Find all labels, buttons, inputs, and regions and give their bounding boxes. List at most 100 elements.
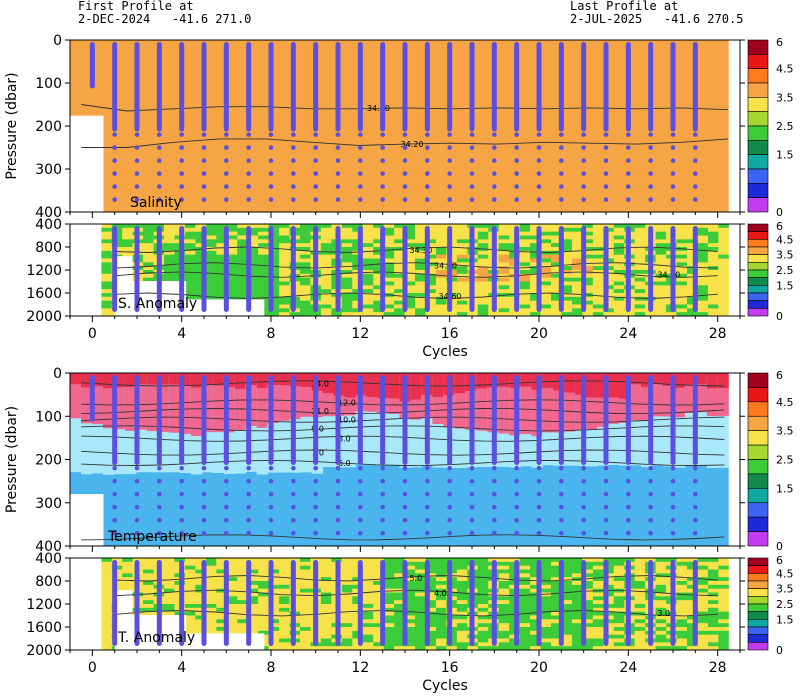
anomaly-cell bbox=[498, 592, 510, 597]
anomaly-cell bbox=[184, 581, 196, 586]
profile-dot bbox=[201, 145, 207, 150]
anomaly-cell bbox=[603, 558, 615, 563]
anomaly-cell bbox=[655, 231, 667, 236]
anomaly-cell bbox=[435, 646, 447, 650]
anomaly-cell bbox=[226, 273, 238, 279]
anomaly-cell bbox=[101, 266, 113, 271]
temp-cell bbox=[498, 373, 510, 387]
anomaly-cell bbox=[373, 281, 385, 286]
profile-dot bbox=[291, 145, 296, 150]
anomaly-cell bbox=[195, 270, 207, 275]
anomaly-cell bbox=[404, 270, 416, 275]
anomaly-cell bbox=[519, 231, 531, 236]
anomaly-cell bbox=[435, 270, 447, 275]
anomaly-cell bbox=[498, 588, 510, 593]
profile-dot bbox=[179, 184, 184, 189]
temp-cell bbox=[245, 373, 258, 426]
anomaly-cell bbox=[613, 581, 625, 586]
anomaly-cell bbox=[603, 581, 615, 586]
anomaly-cell bbox=[718, 277, 730, 282]
profile-marker bbox=[581, 560, 587, 646]
anomaly-cell bbox=[205, 277, 217, 282]
anomaly-cell bbox=[352, 250, 364, 256]
anomaly-cell bbox=[686, 273, 698, 279]
anomaly-cell bbox=[613, 262, 625, 267]
anomaly-cell bbox=[456, 638, 468, 643]
anomaly-cell bbox=[184, 611, 196, 616]
anomaly-cell bbox=[415, 262, 427, 267]
anomaly-cell bbox=[613, 300, 625, 305]
temp-cell bbox=[608, 373, 620, 424]
anomaly-cell bbox=[394, 304, 406, 309]
anomaly-cell bbox=[184, 558, 196, 563]
anomaly-cell bbox=[216, 296, 228, 302]
anomaly-cell bbox=[707, 231, 719, 236]
anomaly-cell bbox=[582, 569, 594, 574]
anomaly-cell bbox=[394, 600, 406, 605]
anomaly-cell bbox=[383, 300, 395, 305]
profile-marker bbox=[692, 375, 698, 465]
anomaly-cell bbox=[383, 581, 395, 586]
profile-dot bbox=[291, 197, 296, 202]
profile-dot bbox=[291, 171, 296, 176]
anomaly-cell bbox=[299, 646, 311, 650]
anomaly-cell bbox=[707, 619, 719, 624]
anomaly-cell bbox=[697, 611, 709, 616]
anomaly-cell bbox=[164, 227, 175, 233]
anomaly-cell bbox=[373, 561, 385, 567]
anomaly-cell bbox=[676, 304, 688, 309]
anomaly-cell bbox=[655, 615, 667, 620]
anomaly-cell bbox=[111, 231, 123, 236]
anomaly-cell bbox=[592, 604, 604, 609]
anomaly-cell bbox=[164, 588, 175, 593]
anomaly-cell bbox=[394, 277, 406, 282]
anomaly-cell bbox=[341, 304, 353, 309]
anomaly-cell bbox=[143, 270, 155, 275]
temp-cell bbox=[113, 373, 126, 388]
profile-marker bbox=[335, 375, 341, 465]
anomaly-cell bbox=[237, 296, 249, 302]
anomaly-cell bbox=[373, 273, 385, 279]
anomaly-cell bbox=[205, 577, 217, 582]
y-axis-label: Pressure (dbar) bbox=[4, 72, 20, 179]
anomaly-cell bbox=[707, 312, 719, 316]
profile-dot bbox=[559, 197, 564, 202]
anomaly-cell bbox=[686, 561, 698, 567]
anomaly-cell bbox=[435, 634, 447, 639]
anomaly-cell bbox=[561, 312, 573, 316]
anomaly-cell bbox=[456, 623, 468, 628]
anomaly-cell bbox=[237, 293, 249, 298]
anomaly-cell bbox=[195, 607, 207, 613]
anomaly-cell bbox=[101, 600, 113, 605]
anomaly-cell bbox=[341, 281, 353, 286]
anomaly-cell bbox=[686, 596, 698, 601]
anomaly-cell bbox=[237, 224, 249, 229]
anomaly-cell bbox=[571, 243, 583, 248]
anomaly-cell bbox=[331, 224, 343, 229]
anomaly-cell bbox=[592, 273, 604, 279]
anomaly-cell bbox=[571, 250, 583, 256]
profile-dot bbox=[358, 158, 363, 163]
anomaly-cell bbox=[551, 615, 562, 620]
anomaly-cell bbox=[477, 565, 489, 570]
anomaly-cell bbox=[530, 262, 542, 267]
anomaly-cell bbox=[425, 227, 437, 233]
profile-dot bbox=[358, 530, 363, 536]
anomaly-cell bbox=[299, 623, 311, 628]
anomaly-cell bbox=[320, 312, 332, 316]
anomaly-cell bbox=[613, 630, 625, 636]
anomaly-cell bbox=[404, 642, 416, 647]
anomaly-cell bbox=[456, 565, 468, 570]
temp-cell bbox=[70, 373, 82, 473]
anomaly-cell bbox=[477, 611, 489, 616]
anomaly-cell bbox=[571, 235, 583, 240]
anomaly-cell bbox=[530, 581, 542, 586]
contour-label: 34.20 bbox=[401, 140, 424, 149]
anomaly-cell bbox=[226, 561, 238, 567]
anomaly-cell bbox=[477, 254, 489, 259]
anomaly-cell bbox=[707, 239, 719, 244]
anomaly-cell bbox=[676, 630, 688, 636]
anomaly-cell bbox=[561, 561, 573, 567]
anomaly-cell bbox=[404, 607, 416, 613]
